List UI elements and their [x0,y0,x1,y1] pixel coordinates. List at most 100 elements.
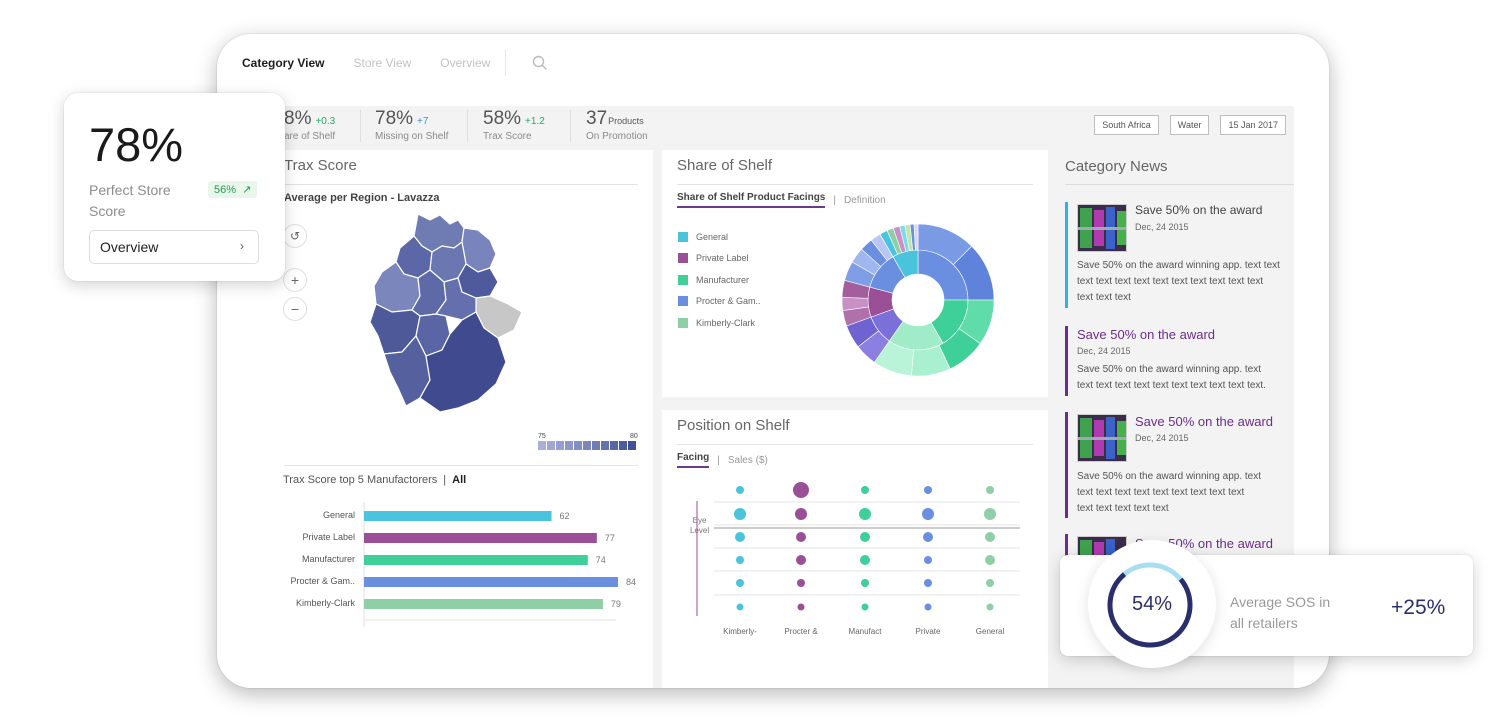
column-label: Procter & [784,627,818,636]
tab-sales[interactable]: Sales ($) [727,454,768,466]
column-label: Kimberly- [723,627,757,636]
kpi-bar: 8% +0.3 are of Shelf 78% +7 Missing on She… [276,106,1294,150]
store-shelf-image [1078,415,1126,461]
top5-filter-link[interactable]: All [452,474,467,486]
position-dot [793,482,809,498]
germany-region-map [369,213,523,413]
sos-progress-ring [1107,562,1193,648]
position-dot [736,486,744,494]
kpi-on-promotion: 37Products On Promotion [586,108,648,142]
legend-swatch [678,296,688,306]
news-item[interactable]: Save 50% on the award Dec, 24 2015 Save … [1065,412,1294,518]
divider [1065,184,1294,185]
top5-heading: Trax Score top 5 Manufactorers | All [283,474,467,486]
position-dot [922,508,934,520]
bar-category-label: Private Label [302,532,355,542]
position-dot [860,555,870,565]
chevron-right-icon: › [240,239,244,253]
kpi-divider [570,110,571,142]
position-dot [795,508,807,520]
divider [677,444,1033,445]
news-accent-bar [1065,202,1068,308]
filter-date[interactable]: 15 Jan 2017 [1220,115,1286,135]
top5-bar-chart: General 62 Private Label 77 Manufacturer 74 Pr… [290,502,636,627]
tab-definition[interactable]: Definition [843,194,886,206]
tab-facing[interactable]: Facing [677,452,710,468]
kpi-share-of-shelf: 8% +0.3 are of Shelf [284,108,336,142]
tab-overview[interactable]: Overview [440,56,491,70]
tab-store-view[interactable]: Store View [353,56,412,70]
perfect-store-card: 78% Perfect Store Score 56% ↗ Overview › [64,93,285,281]
position-dot [986,603,994,611]
legend-swatch [678,232,688,242]
bar-value-label: 74 [596,555,606,565]
eye-level-label: Eye Level [690,516,710,535]
zoom-in-icon[interactable]: + [283,268,307,292]
kpi-missing-on-shelf: 78% +7 Missing on Shelf [375,108,449,142]
average-sos-delta: +25% [1391,596,1446,619]
sos-gauge-halo: 54% [1088,540,1216,668]
position-dot [797,603,805,611]
perfect-store-change-badge: 56% ↗ [208,181,258,198]
position-dot [796,555,806,565]
position-dot [986,579,994,587]
position-dot [924,486,932,494]
news-thumbnail [1077,204,1127,252]
news-accent-bar [1065,326,1068,396]
panel-title: Position on Shelf [677,417,790,434]
position-dot [859,508,871,520]
bar-category-label: Procter & Gam.. [290,576,355,586]
filter-bar: South Africa Water 15 Jan 2017 [1094,115,1286,135]
share-of-shelf-panel: Share of Shelf Share of Shelf Product Fa… [662,150,1048,397]
position-dot [861,486,869,494]
news-item[interactable]: Save 50% on the award Dec, 24 2015 Save … [1065,202,1294,308]
tab-product-facings[interactable]: Share of Shelf Product Facings [677,192,826,208]
kpi-divider [360,110,361,142]
news-item[interactable]: Save 50% on the award Dec, 24 2015 Save … [1065,326,1294,396]
bar-category-label: Kimberly-Clark [296,598,356,608]
position-dot [923,532,933,542]
position-dot [736,579,744,587]
bar-category-label: General [323,510,355,520]
filter-category[interactable]: Water [1169,115,1210,135]
position-dot [924,579,932,587]
column-label: General [976,627,1005,636]
bar-value-label: 79 [611,599,621,609]
filter-country[interactable]: South Africa [1094,115,1159,135]
kpi-trax-score: 58% +1.2 Trax Score [483,108,545,142]
bar-value-label: 77 [605,533,615,543]
column-label: Manufact [849,627,883,636]
legend-item: Manufacturer [678,275,749,285]
share-tabs: Share of Shelf Product Facings | Definit… [677,192,886,208]
nav-divider [505,50,507,76]
position-dot [861,603,869,611]
legend-swatch [678,275,688,285]
zoom-out-icon[interactable]: − [283,297,307,321]
legend-item: Procter & Gam.. [678,296,761,306]
panel-subtitle: Average per Region - Lavazza [284,192,440,204]
perfect-store-label: Perfect Store Score [89,182,171,219]
position-dot [861,579,869,587]
reset-icon[interactable]: ↺ [283,224,307,248]
legend-item: General [678,232,728,242]
panel-title: Category News [1065,158,1168,175]
legend-swatch [678,253,688,263]
sunburst-outer-segment [913,223,919,251]
divider [284,184,638,185]
position-dot [734,508,746,520]
position-dot [984,508,996,520]
panel-title: Trax Score [284,157,357,174]
legend-item: Private Label [678,253,749,263]
bar-value-label: 62 [559,511,569,521]
position-tabs: Facing | Sales ($) [677,452,768,468]
position-dot [797,579,805,587]
position-dot [860,532,870,542]
tab-category-view[interactable]: Category View [242,56,325,70]
search-icon[interactable] [532,55,548,71]
bar-category-label: Manufacturer [302,554,355,564]
map-region [419,311,507,413]
position-dot [736,556,744,564]
column-label: Private [916,627,941,636]
bar [364,511,552,521]
overview-button[interactable]: Overview › [89,230,259,264]
